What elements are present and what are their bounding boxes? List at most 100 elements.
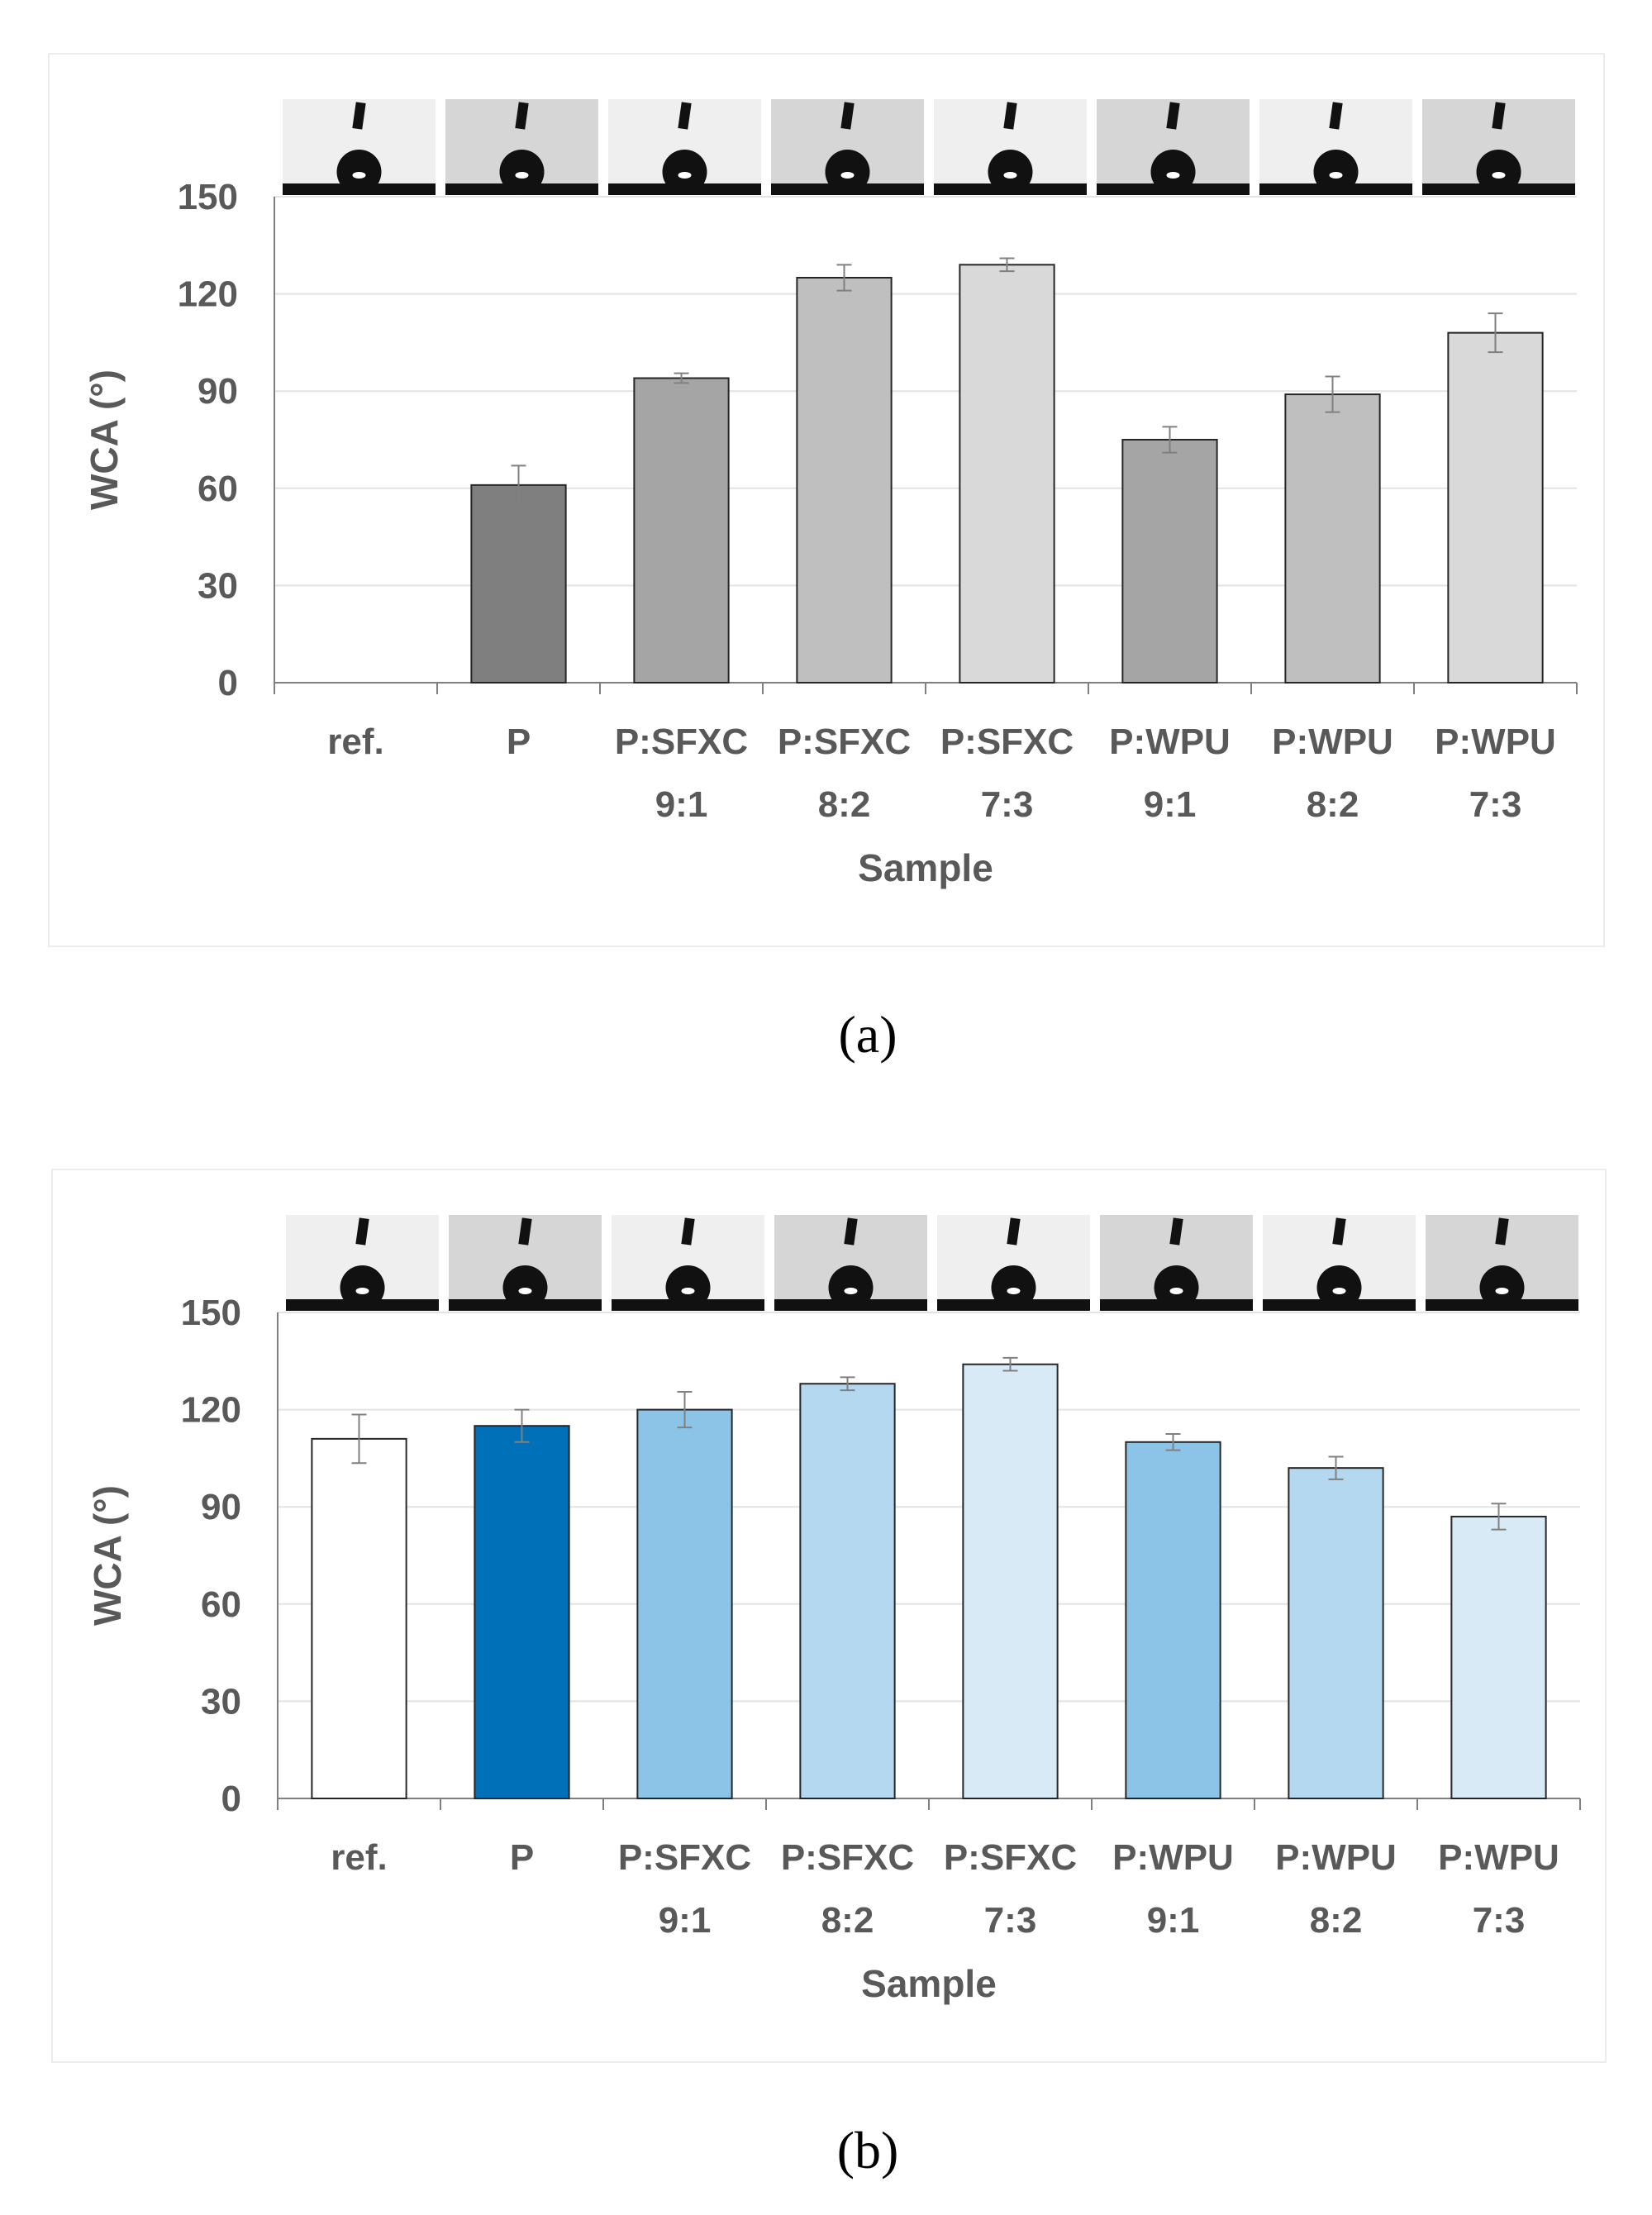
- x-tick-label: 7:3: [1469, 784, 1522, 825]
- caption-b: (b): [836, 2121, 899, 2179]
- error-bar-5: [1162, 426, 1178, 454]
- droplet-highlight: [518, 1288, 532, 1294]
- droplet-image-5: [1097, 99, 1250, 195]
- droplet-image-7: [1422, 99, 1575, 195]
- droplet-image-2: [612, 1215, 764, 1311]
- x-tick-label: 9:1: [1144, 784, 1197, 825]
- x-tick-label: P:SFXC: [940, 722, 1074, 762]
- droplet-needle: [1169, 1217, 1183, 1246]
- x-tick-label: P:WPU: [1112, 1837, 1234, 1878]
- y-tick-label: 0: [218, 663, 238, 703]
- y-axis-title: WCA (°): [86, 1485, 129, 1626]
- chart-b: 0 30 60 90 120 150 ref. P P:SFXC 9:1 P:SFXC 8:2 P:SF…: [86, 1215, 1581, 2005]
- y-tick-label: 120: [181, 1390, 241, 1431]
- x-tick-label: 7:3: [1473, 1900, 1526, 1941]
- droplet-image-1: [445, 99, 598, 195]
- bar-4: [962, 1363, 1059, 1800]
- y-tick-label: 0: [221, 1779, 241, 1819]
- error-bar-3: [836, 264, 852, 292]
- y-tick-label: 120: [178, 274, 238, 315]
- x-tick-label: P:SFXC: [781, 1837, 914, 1878]
- droplet-needle: [1332, 1217, 1346, 1246]
- droplet-highlight: [1329, 172, 1343, 179]
- bar-4: [959, 264, 1055, 684]
- error-bar-5: [1165, 1433, 1181, 1451]
- droplet-highlight: [840, 172, 855, 179]
- droplet-highlight: [352, 172, 366, 179]
- droplet-image-5: [1100, 1215, 1253, 1311]
- y-tick-label: 60: [201, 1584, 241, 1625]
- bar-1: [474, 1425, 570, 1799]
- droplet-highlight: [355, 1288, 369, 1294]
- droplet-highlight: [844, 1288, 858, 1294]
- caption-a: (a): [838, 1005, 897, 1064]
- droplet-needle: [1329, 102, 1343, 130]
- bar-2: [633, 377, 730, 684]
- bar-5: [1121, 439, 1218, 684]
- x-tick-label: P:SFXC: [944, 1837, 1077, 1878]
- x-tick-label: P:WPU: [1275, 1837, 1397, 1878]
- droplet-needle: [1495, 1217, 1509, 1246]
- error-bar-7: [1488, 312, 1503, 354]
- droplet-image-6: [1259, 99, 1412, 195]
- droplet-highlight: [1007, 1288, 1021, 1294]
- droplet-highlight: [1003, 172, 1017, 179]
- droplet-highlight: [678, 172, 692, 179]
- droplet-needle: [1166, 102, 1180, 130]
- droplet-image-2: [608, 99, 761, 195]
- droplet-image-6: [1263, 1215, 1416, 1311]
- y-tick-label: 30: [201, 1681, 241, 1722]
- droplet-needle: [1003, 102, 1017, 130]
- bar-6: [1284, 393, 1381, 684]
- bar-6: [1288, 1467, 1384, 1799]
- x-tick-label: P:SFXC: [615, 722, 748, 762]
- droplet-image-0: [283, 99, 436, 195]
- x-tick-label: 9:1: [655, 784, 708, 825]
- y-tick-label: 30: [198, 565, 238, 606]
- droplet-needle: [844, 1217, 858, 1246]
- error-bar-2: [677, 1391, 693, 1429]
- droplet-highlight: [1495, 1288, 1509, 1294]
- droplet-image-4: [937, 1215, 1090, 1311]
- y-axis-title: WCA (°): [83, 369, 126, 510]
- x-tick-label: P:WPU: [1438, 1837, 1559, 1878]
- droplet-image-4: [934, 99, 1087, 195]
- x-axis-title: Sample: [861, 1962, 997, 2005]
- x-tick-label: ref.: [331, 1837, 387, 1878]
- x-tick-label: P: [510, 1837, 534, 1878]
- droplet-highlight: [1332, 1288, 1346, 1294]
- droplet-needle: [840, 102, 855, 130]
- x-axis-title: Sample: [858, 846, 993, 889]
- droplet-needle: [355, 1217, 369, 1246]
- chart-panel-a: 0 30 60 90 120 150 ref. P P:SFXC 9:1 P:SFXC 8:2 P:SF…: [48, 53, 1605, 947]
- droplet-needle: [352, 102, 366, 130]
- droplet-highlight: [1169, 1288, 1183, 1294]
- x-tick-label: 7:3: [984, 1900, 1037, 1941]
- x-tick-label: P:WPU: [1272, 722, 1393, 762]
- x-tick-label: 8:2: [818, 784, 871, 825]
- bar-1: [470, 483, 567, 684]
- error-bar-2: [674, 372, 689, 384]
- error-bar-4: [999, 257, 1015, 273]
- x-tick-label: P:WPU: [1109, 722, 1231, 762]
- x-tick-label: P:SFXC: [778, 722, 911, 762]
- droplet-needle: [515, 102, 529, 130]
- droplet-highlight: [681, 1288, 695, 1294]
- error-bar-0: [351, 1413, 367, 1465]
- bar-5: [1125, 1441, 1221, 1799]
- droplet-needle: [1007, 1217, 1021, 1246]
- droplet-highlight: [1492, 172, 1506, 179]
- droplet-image-3: [771, 99, 924, 195]
- droplet-highlight: [1166, 172, 1180, 179]
- error-bar-4: [1002, 1356, 1018, 1372]
- y-tick-label: 90: [198, 371, 238, 412]
- bar-0: [311, 1437, 407, 1799]
- bar-2: [636, 1408, 733, 1799]
- droplet-image-1: [449, 1215, 602, 1311]
- droplet-needle: [1492, 102, 1506, 130]
- droplet-needle: [681, 1217, 695, 1246]
- bar-3: [796, 277, 893, 684]
- x-tick-label: ref.: [327, 722, 383, 762]
- droplet-needle: [518, 1217, 532, 1246]
- bar-7: [1447, 331, 1544, 684]
